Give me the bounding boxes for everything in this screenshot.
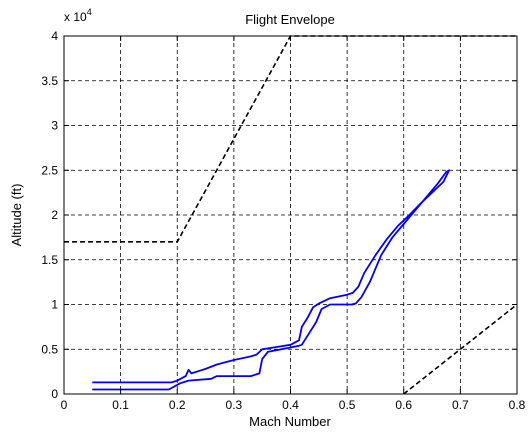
y-tick-label: 0.5	[41, 342, 58, 356]
y-axis-tick-labels: 0 0.5 1 1.5 2 2.5 3 3.5 4	[41, 29, 58, 401]
x-tick-label: 0.5	[339, 398, 356, 412]
y-tick-label: 3.5	[41, 74, 58, 88]
y-tick-label: 4	[51, 29, 58, 43]
x-tick-label: 0.7	[452, 398, 469, 412]
y-tick-label: 1	[51, 298, 58, 312]
envelope-boundary-line	[64, 35, 517, 243]
x-tick-label: 0	[61, 398, 68, 412]
y-tick-label: 1.5	[41, 253, 58, 267]
envelope-boundary-line	[403, 303, 518, 395]
x-axis-tick-labels: 0 0.1 0.2 0.3 0.4 0.5 0.6 0.7 0.8	[61, 398, 526, 412]
axis-ticks	[63, 35, 518, 395]
y-tick-label: 3	[51, 119, 58, 133]
y-tick-label: 0	[51, 387, 58, 401]
x-axis-label: Mach Number	[249, 414, 331, 429]
flight-path-line	[92, 169, 451, 391]
x-tick-label: 0.4	[282, 398, 299, 412]
y-axis-exponent-base: x 10	[64, 10, 87, 24]
grid-lines	[64, 36, 517, 394]
x-tick-label: 0.1	[112, 398, 129, 412]
y-tick-label: 2	[51, 208, 58, 222]
y-axis-exponent-power: 4	[87, 7, 92, 17]
series-layer	[64, 35, 518, 395]
y-tick-label: 2.5	[41, 163, 58, 177]
y-axis-label: Altitude (ft)	[9, 184, 24, 247]
chart-title: Flight Envelope	[245, 12, 335, 27]
x-tick-label: 0.3	[226, 398, 243, 412]
x-tick-label: 0.6	[395, 398, 412, 412]
x-tick-label: 0.2	[169, 398, 186, 412]
y-axis-exponent: x 104	[64, 7, 92, 24]
x-tick-label: 0.8	[509, 398, 526, 412]
